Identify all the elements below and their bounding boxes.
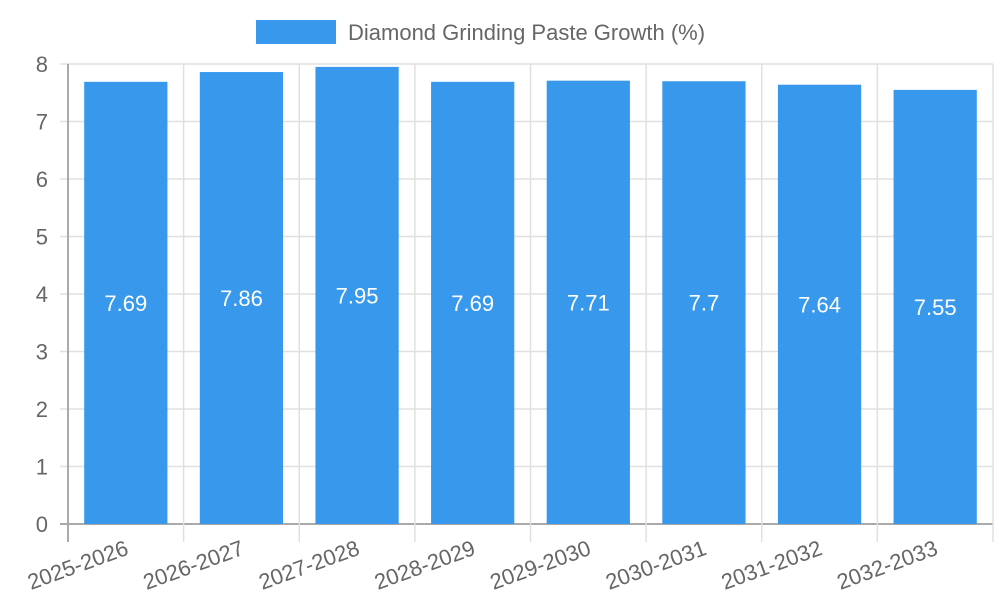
y-tick-label: 3 bbox=[36, 340, 48, 365]
legend[interactable]: Diamond Grinding Paste Growth (%) bbox=[256, 20, 705, 45]
bar-value-label: 7.71 bbox=[567, 290, 610, 315]
y-tick-label: 2 bbox=[36, 397, 48, 422]
y-axis: 0 1 2 3 4 5 6 7 8 bbox=[36, 52, 48, 537]
bar[interactable] bbox=[777, 84, 862, 524]
x-tick-label: 2029-2030 bbox=[487, 535, 594, 594]
x-tick-label: 2030-2031 bbox=[602, 535, 709, 594]
y-tick-label: 1 bbox=[36, 455, 48, 480]
bar-value-label: 7.64 bbox=[798, 292, 841, 317]
bar-value-label: 7.69 bbox=[104, 291, 147, 316]
bar[interactable] bbox=[315, 66, 399, 524]
bar[interactable] bbox=[431, 81, 515, 524]
x-tick-label: 2031-2032 bbox=[718, 535, 825, 594]
y-tick-label: 4 bbox=[36, 282, 48, 307]
y-tick-label: 8 bbox=[36, 52, 48, 77]
x-tick-label: 2026-2027 bbox=[140, 535, 247, 594]
bar[interactable] bbox=[546, 80, 630, 525]
legend-label: Diamond Grinding Paste Growth (%) bbox=[348, 20, 705, 45]
y-tick-label: 0 bbox=[36, 512, 48, 537]
x-tick-label: 2028-2029 bbox=[371, 535, 478, 594]
bar-value-label: 7.69 bbox=[451, 291, 494, 316]
bar[interactable] bbox=[893, 89, 977, 524]
x-tick-label: 2027-2028 bbox=[255, 535, 362, 594]
x-tick-label: 2032-2033 bbox=[833, 535, 940, 594]
bar-value-label: 7.95 bbox=[336, 283, 379, 308]
bar-value-label: 7.86 bbox=[220, 286, 263, 311]
bars: 7.69 7.86 7.95 7.69 7.71 7.7 7.64 7.55 bbox=[84, 66, 977, 525]
bar-value-label: 7.7 bbox=[689, 291, 720, 316]
y-tick-label: 5 bbox=[36, 225, 48, 250]
bar[interactable] bbox=[662, 81, 746, 524]
bar-value-label: 7.55 bbox=[914, 295, 957, 320]
bar[interactable] bbox=[199, 72, 284, 525]
y-tick-label: 6 bbox=[36, 167, 48, 192]
x-tick-label: 2025-2026 bbox=[24, 535, 131, 594]
bar[interactable] bbox=[84, 81, 168, 524]
x-axis: 2025-2026 2026-2027 2027-2028 2028-2029 2029… bbox=[24, 535, 941, 594]
legend-swatch bbox=[256, 20, 336, 44]
y-tick-label: 7 bbox=[36, 110, 48, 135]
